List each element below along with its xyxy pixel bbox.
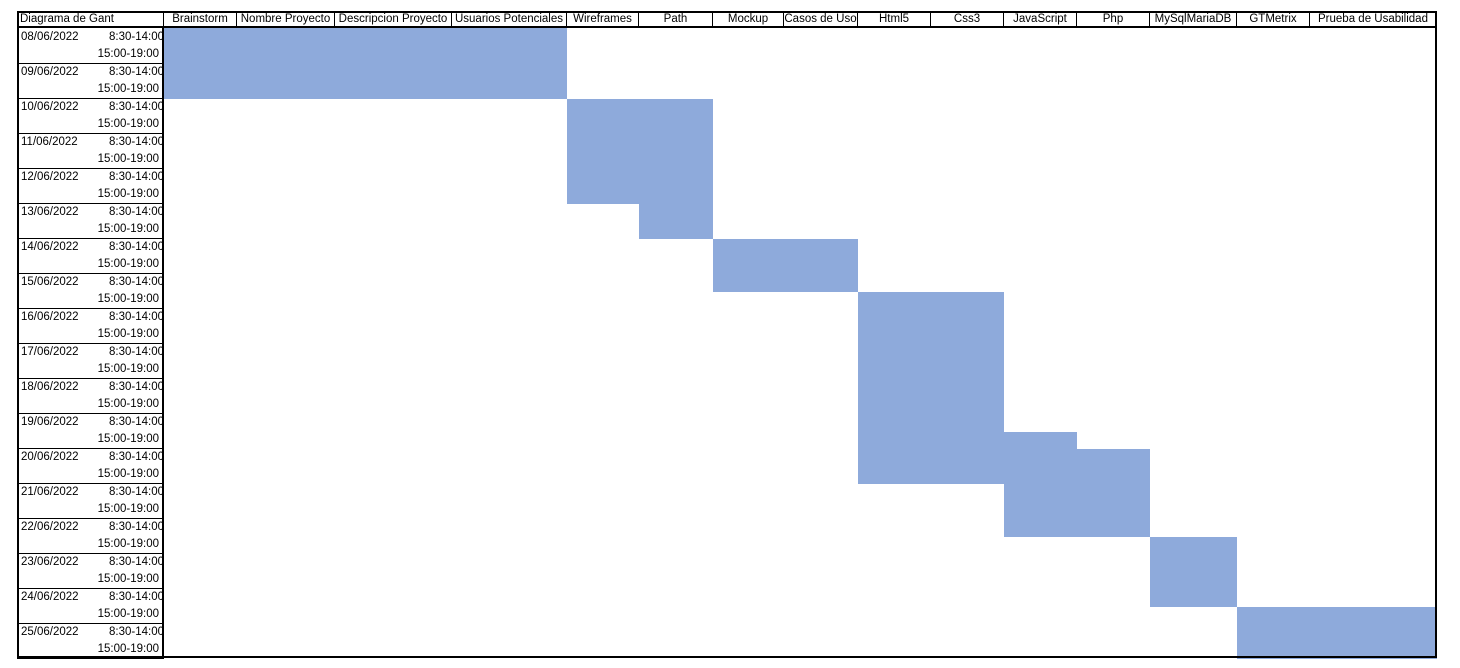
afternoon-slot: 15:00-19:00 [97, 503, 159, 515]
date-row-cell[interactable]: 13/06/2022 8:30-14:00 15:00-19:00 [17, 203, 164, 239]
morning-slot: 8:30-14:00 [109, 31, 164, 43]
column-header[interactable]: Mockup [713, 11, 784, 28]
afternoon-slot: 15:00-19:00 [97, 433, 159, 445]
gantt-bar [1237, 606, 1437, 659]
date-row-cell[interactable]: 18/06/2022 8:30-14:00 15:00-19:00 [17, 378, 164, 414]
date-label: 12/06/2022 [21, 171, 79, 183]
date-row-cell[interactable]: 08/06/2022 8:30-14:00 15:00-19:00 [17, 28, 164, 64]
column-header[interactable]: Prueba de Usabilidad [1310, 11, 1437, 28]
title-cell[interactable]: Diagrama de Gant [17, 11, 164, 28]
afternoon-slot: 15:00-19:00 [97, 398, 159, 410]
date-row-cell[interactable]: 09/06/2022 8:30-14:00 15:00-19:00 [17, 63, 164, 99]
date-label: 13/06/2022 [21, 206, 79, 218]
afternoon-slot: 15:00-19:00 [97, 608, 159, 620]
column-header[interactable]: Brainstorm [164, 11, 237, 28]
column-header[interactable]: JavaScript [1004, 11, 1077, 28]
morning-slot: 8:30-14:00 [109, 136, 164, 148]
morning-slot: 8:30-14:00 [109, 591, 164, 603]
afternoon-slot: 15:00-19:00 [97, 643, 159, 655]
date-row-cell[interactable]: 14/06/2022 8:30-14:00 15:00-19:00 [17, 238, 164, 274]
date-label: 16/06/2022 [21, 311, 79, 323]
column-header[interactable]: Casos de Uso [784, 11, 858, 28]
gantt-bar [567, 99, 713, 204]
date-row-cell[interactable]: 23/06/2022 8:30-14:00 15:00-19:00 [17, 553, 164, 589]
date-label: 14/06/2022 [21, 241, 79, 253]
date-label: 23/06/2022 [21, 556, 79, 568]
afternoon-slot: 15:00-19:00 [97, 118, 159, 130]
date-row-cell[interactable]: 10/06/2022 8:30-14:00 15:00-19:00 [17, 98, 164, 134]
column-header[interactable]: Wireframes [567, 11, 639, 28]
gantt-bar [858, 431, 1077, 449]
date-label: 10/06/2022 [21, 101, 79, 113]
date-row-cell[interactable]: 15/06/2022 8:30-14:00 15:00-19:00 [17, 273, 164, 309]
morning-slot: 8:30-14:00 [109, 171, 164, 183]
morning-slot: 8:30-14:00 [109, 206, 164, 218]
morning-slot: 8:30-14:00 [109, 101, 164, 113]
morning-slot: 8:30-14:00 [109, 521, 164, 533]
date-label: 22/06/2022 [21, 521, 79, 533]
afternoon-slot: 15:00-19:00 [97, 223, 159, 235]
date-row-cell[interactable]: 21/06/2022 8:30-14:00 15:00-19:00 [17, 483, 164, 519]
date-label: 24/06/2022 [21, 591, 79, 603]
column-header[interactable]: Descripcion Proyecto [335, 11, 452, 28]
morning-slot: 8:30-14:00 [109, 241, 164, 253]
date-row-cell[interactable]: 11/06/2022 8:30-14:00 15:00-19:00 [17, 133, 164, 169]
date-row-cell[interactable]: 12/06/2022 8:30-14:00 15:00-19:00 [17, 168, 164, 204]
date-row-cell[interactable]: 24/06/2022 8:30-14:00 15:00-19:00 [17, 588, 164, 624]
date-label: 17/06/2022 [21, 346, 79, 358]
gantt-bar [1150, 536, 1237, 607]
afternoon-slot: 15:00-19:00 [97, 258, 159, 270]
column-header[interactable]: GTMetrix [1237, 11, 1310, 28]
column-header[interactable]: Html5 [858, 11, 931, 28]
gantt-bar [858, 291, 1004, 432]
morning-slot: 8:30-14:00 [109, 381, 164, 393]
date-row-cell[interactable]: 19/06/2022 8:30-14:00 15:00-19:00 [17, 413, 164, 449]
gantt-bar [1004, 484, 1150, 537]
date-label: 25/06/2022 [21, 626, 79, 638]
column-header[interactable]: Nombre Proyecto [237, 11, 335, 28]
date-label: 08/06/2022 [21, 31, 79, 43]
morning-slot: 8:30-14:00 [109, 451, 164, 463]
gantt-bar [639, 204, 713, 239]
afternoon-slot: 15:00-19:00 [97, 468, 159, 480]
column-header[interactable]: Path [639, 11, 713, 28]
afternoon-slot: 15:00-19:00 [97, 153, 159, 165]
gantt-bar [713, 239, 858, 292]
afternoon-slot: 15:00-19:00 [97, 48, 159, 60]
morning-slot: 8:30-14:00 [109, 556, 164, 568]
date-label: 18/06/2022 [21, 381, 79, 393]
morning-slot: 8:30-14:00 [109, 626, 164, 638]
morning-slot: 8:30-14:00 [109, 346, 164, 358]
gantt-bar [858, 449, 1150, 484]
date-row-cell[interactable]: 20/06/2022 8:30-14:00 15:00-19:00 [17, 448, 164, 484]
column-header[interactable]: Css3 [931, 11, 1004, 28]
date-label: 20/06/2022 [21, 451, 79, 463]
column-header[interactable]: Php [1077, 11, 1150, 28]
date-label: 15/06/2022 [21, 276, 79, 288]
afternoon-slot: 15:00-19:00 [97, 573, 159, 585]
morning-slot: 8:30-14:00 [109, 486, 164, 498]
date-row-cell[interactable]: 16/06/2022 8:30-14:00 15:00-19:00 [17, 308, 164, 344]
date-row-cell[interactable]: 17/06/2022 8:30-14:00 15:00-19:00 [17, 343, 164, 379]
morning-slot: 8:30-14:00 [109, 66, 164, 78]
date-label: 19/06/2022 [21, 416, 79, 428]
afternoon-slot: 15:00-19:00 [97, 328, 159, 340]
morning-slot: 8:30-14:00 [109, 416, 164, 428]
afternoon-slot: 15:00-19:00 [97, 538, 159, 550]
date-label: 21/06/2022 [21, 486, 79, 498]
date-label: 11/06/2022 [21, 136, 78, 148]
gantt-bar [164, 28, 567, 99]
morning-slot: 8:30-14:00 [109, 276, 164, 288]
date-row-cell[interactable]: 22/06/2022 8:30-14:00 15:00-19:00 [17, 518, 164, 554]
column-header[interactable]: Usuarios Potenciales [452, 11, 567, 28]
afternoon-slot: 15:00-19:00 [97, 188, 159, 200]
afternoon-slot: 15:00-19:00 [97, 293, 159, 305]
afternoon-slot: 15:00-19:00 [97, 83, 159, 95]
date-row-cell[interactable]: 25/06/2022 8:30-14:00 15:00-19:00 [17, 623, 164, 659]
column-header[interactable]: MySqlMariaDB [1150, 11, 1237, 28]
morning-slot: 8:30-14:00 [109, 311, 164, 323]
date-label: 09/06/2022 [21, 66, 79, 78]
afternoon-slot: 15:00-19:00 [97, 363, 159, 375]
